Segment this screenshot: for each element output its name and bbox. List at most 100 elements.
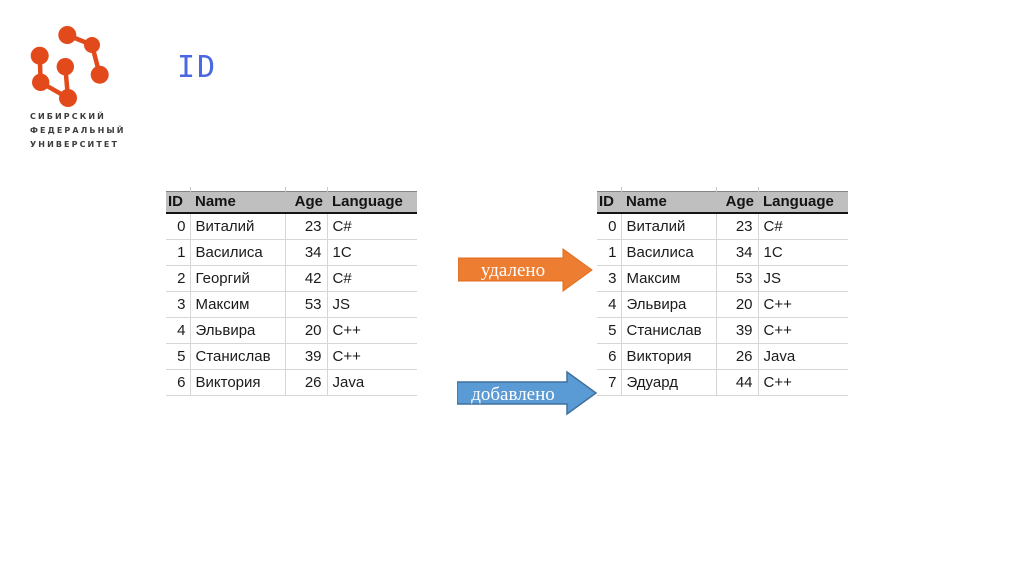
table-cell: 7: [597, 369, 621, 396]
table-cell: C++: [757, 317, 848, 344]
table-row: 6 Виктория 26 Java: [166, 369, 417, 396]
table-cell: 23: [284, 213, 327, 240]
table-row: 1 Василиса 34 1C: [597, 239, 848, 266]
table-row: 6 Виктория 26 Java: [597, 343, 848, 370]
column-header: Language: [758, 190, 848, 214]
page-title: ID: [177, 50, 218, 85]
table-cell: Станислав: [620, 317, 716, 344]
column-header: Language: [327, 190, 417, 214]
tick-cell: [189, 187, 285, 191]
table-cell: 4: [166, 317, 190, 344]
table-cell: C#: [326, 213, 417, 240]
tick-row: [166, 187, 417, 191]
table-cell: 44: [715, 369, 758, 396]
table-cell: 1: [597, 239, 621, 266]
table-cell: 3: [597, 265, 621, 292]
deleted-arrow-shape: [458, 248, 593, 292]
table-cell: 26: [284, 369, 327, 396]
tick-cell: [715, 187, 758, 191]
table-cell: 39: [284, 343, 327, 370]
table-cell: Виталий: [620, 213, 716, 240]
table-cell: C++: [757, 291, 848, 318]
table-cell: 42: [284, 265, 327, 292]
table-cell: 1: [166, 239, 190, 266]
table-cell: 20: [284, 317, 327, 344]
header-row: ID Name Age Language: [597, 190, 848, 214]
table-cell: 5: [166, 343, 190, 370]
deleted-arrow: удалено: [458, 248, 593, 292]
university-name-line: СИБИРСКИЙ: [30, 112, 106, 121]
dataframe-before-table: ID Name Age Language 0 Виталий 23 C# 1 Василиса 3…: [166, 187, 417, 396]
university-name-line: ФЕДЕРАЛЬНЫЙ: [30, 126, 126, 135]
table-row: 3 Максим 53 JS: [597, 265, 848, 292]
table-cell: 6: [166, 369, 190, 396]
table-cell: Василиса: [189, 239, 285, 266]
table-cell: C#: [326, 265, 417, 292]
added-arrow-label: добавлено: [471, 384, 555, 405]
table-row: 4 Эльвира 20 C++: [166, 317, 417, 344]
deleted-arrow-label: удалено: [481, 260, 545, 281]
table-cell: C#: [757, 213, 848, 240]
tick-cell: [620, 187, 716, 191]
table-cell: 53: [715, 265, 758, 292]
added-arrow: добавлено: [457, 370, 598, 416]
table-cell: JS: [757, 265, 848, 292]
column-header: Name: [621, 190, 716, 214]
university-name-line: УНИВЕРСИТЕТ: [30, 140, 120, 149]
table-cell: 6: [597, 343, 621, 370]
table-row: 7 Эдуард 44 C++: [597, 369, 848, 396]
table-cell: 5: [597, 317, 621, 344]
table-cell: Java: [326, 369, 417, 396]
table-cell: 0: [597, 213, 621, 240]
tick-cell: [757, 187, 848, 191]
table-cell: 34: [715, 239, 758, 266]
table-cell: 4: [597, 291, 621, 318]
table-row: 4 Эльвира 20 C++: [597, 291, 848, 318]
table-row: 3 Максим 53 JS: [166, 291, 417, 318]
table-cell: 53: [284, 291, 327, 318]
added-arrow-shape: [457, 370, 598, 416]
table-cell: 20: [715, 291, 758, 318]
column-header: Age: [716, 190, 758, 214]
molecule-logo-icon: [30, 26, 109, 107]
table-cell: Эдуард: [620, 369, 716, 396]
table-cell: 26: [715, 343, 758, 370]
tick-row: [597, 187, 848, 191]
table-cell: Максим: [189, 291, 285, 318]
table-cell: 1C: [326, 239, 417, 266]
table-cell: Максим: [620, 265, 716, 292]
table-row: 5 Станислав 39 C++: [597, 317, 848, 344]
column-header: Name: [190, 190, 285, 214]
tick-cell: [284, 187, 327, 191]
column-header: ID: [597, 190, 621, 214]
table-cell: Георгий: [189, 265, 285, 292]
table-cell: C++: [326, 343, 417, 370]
column-header: Age: [285, 190, 327, 214]
table-cell: Виктория: [189, 369, 285, 396]
table-row: 0 Виталий 23 C#: [597, 213, 848, 240]
university-name: СИБИРСКИЙ ФЕДЕРАЛЬНЫЙ УНИВЕРСИТЕТ: [30, 110, 130, 152]
table-cell: Эльвира: [620, 291, 716, 318]
table-cell: Виталий: [189, 213, 285, 240]
table-row: 2 Георгий 42 C#: [166, 265, 417, 292]
table-row: 1 Василиса 34 1C: [166, 239, 417, 266]
table-row: 0 Виталий 23 C#: [166, 213, 417, 240]
table-cell: Java: [757, 343, 848, 370]
table-cell: C++: [757, 369, 848, 396]
table-cell: 2: [166, 265, 190, 292]
table-cell: C++: [326, 317, 417, 344]
table-cell: 39: [715, 317, 758, 344]
table-cell: JS: [326, 291, 417, 318]
tick-cell: [326, 187, 417, 191]
table-row: 5 Станислав 39 C++: [166, 343, 417, 370]
table-cell: Эльвира: [189, 317, 285, 344]
university-logo: СИБИРСКИЙ ФЕДЕРАЛЬНЫЙ УНИВЕРСИТЕТ: [28, 24, 128, 149]
table-cell: 23: [715, 213, 758, 240]
table-cell: Василиса: [620, 239, 716, 266]
column-header: ID: [166, 190, 190, 214]
table-cell: Станислав: [189, 343, 285, 370]
table-cell: 1C: [757, 239, 848, 266]
table-cell: 34: [284, 239, 327, 266]
header-row: ID Name Age Language: [166, 190, 417, 214]
